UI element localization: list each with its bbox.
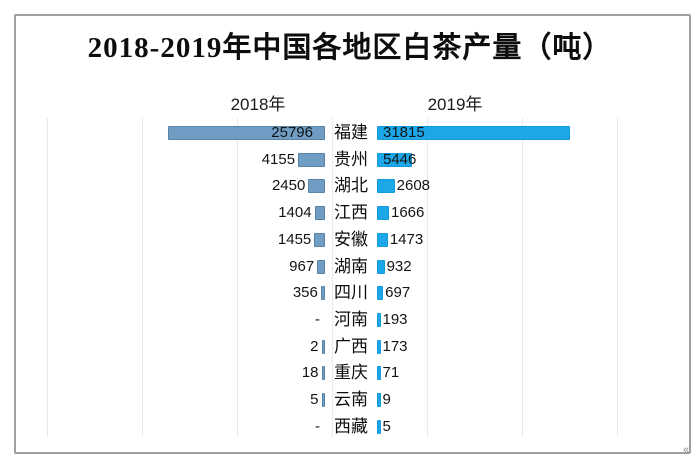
bar-2019-广西 (377, 339, 381, 354)
region-label-广西: 广西 (334, 336, 368, 356)
gridline (142, 118, 143, 437)
region-label-福建: 福建 (334, 123, 368, 142)
bar-2018-湖南 (317, 259, 325, 274)
bar-2019-四川 (377, 286, 384, 301)
chart-row: - 河南 193 (0, 306, 700, 333)
chart-row: 967 湖南 932 (0, 253, 700, 280)
value-label-2018-湖南: 967 (289, 257, 315, 275)
bar-2019-贵州 (377, 152, 412, 167)
chart-row: 2 广西 173 (0, 333, 700, 360)
bar-2019-福建 (377, 126, 570, 140)
bar-2018-云南 (321, 393, 325, 407)
region-label-贵州: 贵州 (334, 149, 368, 169)
region-label-河南: 河南 (334, 309, 368, 329)
value-label-2019-湖南: 932 (386, 257, 412, 275)
chart-row: 1404 江西 1666 (0, 199, 700, 226)
value-label-2018-湖北: 2450 (271, 177, 306, 195)
gridline (522, 118, 523, 437)
bar-2019-江西 (377, 206, 389, 221)
chart-row: 2450 湖北 2608 (0, 172, 700, 199)
value-label-2018-福建: 25796 (271, 124, 313, 141)
value-label-2018-贵州: 4155 (261, 150, 296, 168)
chart-row: 18 重庆 71 (0, 359, 700, 386)
gridline (332, 118, 333, 437)
gridline (427, 118, 428, 437)
region-label-重庆: 重庆 (334, 363, 368, 383)
value-label-2018-安徽: 1455 (277, 230, 312, 248)
value-label-2019-贵州: 5446 (383, 150, 417, 168)
chart-row: 4155 贵州 5446 (0, 146, 700, 173)
value-label-2019-广西: 173 (382, 337, 408, 355)
gridline (47, 118, 48, 437)
chart-row: 5 云南 9 (0, 386, 700, 413)
bar-2019-湖北 (377, 179, 395, 194)
chart-row: - 西藏 5 (0, 413, 700, 440)
value-label-2018-四川: 356 (292, 284, 318, 302)
bar-2019-安徽 (377, 232, 388, 247)
value-label-2019-江西: 1666 (390, 204, 425, 222)
region-label-云南: 云南 (334, 390, 368, 409)
value-label-2018-重庆: 18 (301, 364, 319, 382)
bar-2018-四川 (320, 286, 325, 301)
chart-row: 1455 安徽 1473 (0, 226, 700, 253)
value-label-2019-云南: 9 (382, 391, 391, 408)
region-label-四川: 四川 (334, 283, 368, 303)
value-label-2019-福建: 31815 (383, 124, 425, 141)
value-label-2019-重庆: 71 (382, 364, 400, 382)
bar-2018-江西 (314, 206, 325, 221)
bar-2019-河南 (377, 312, 381, 327)
value-label-2018-西藏: - (315, 417, 320, 435)
region-label-江西: 江西 (334, 203, 368, 223)
value-label-2019-四川: 697 (385, 284, 411, 302)
value-label-2018-广西: 2 (310, 337, 319, 355)
bar-2019-西藏 (377, 419, 381, 434)
series-header-2018: 2018年 (230, 95, 286, 114)
value-label-2018-江西: 1404 (278, 204, 312, 222)
series-header-2019: 2019年 (427, 95, 483, 114)
bar-2018-贵州 (298, 152, 325, 167)
gridline (617, 118, 618, 437)
bar-2018-广西 (321, 339, 325, 354)
gridline (237, 118, 238, 437)
bar-2019-重庆 (377, 366, 381, 381)
chart-title: 2018-2019年中国各地区白茶产量（吨） (87, 32, 613, 64)
region-label-西藏: 西藏 (334, 416, 368, 436)
value-label-2019-湖北: 2608 (396, 177, 431, 195)
corner-watermark-glyph: « (683, 444, 690, 456)
value-label-2019-河南: 193 (382, 310, 408, 328)
value-label-2019-西藏: 5 (382, 417, 391, 435)
bar-2018-湖北 (308, 179, 325, 194)
value-label-2018-云南: 5 (310, 391, 319, 408)
region-label-安徽: 安徽 (334, 229, 368, 249)
bar-2018-安徽 (314, 232, 325, 247)
value-label-2019-安徽: 1473 (389, 230, 424, 248)
bar-2019-湖南 (377, 259, 385, 274)
region-label-湖北: 湖北 (334, 176, 368, 196)
chart-row: 356 四川 697 (0, 279, 700, 306)
region-label-湖南: 湖南 (334, 256, 368, 276)
bar-2019-云南 (377, 393, 381, 407)
bar-2018-福建 (168, 126, 325, 140)
bar-2018-重庆 (321, 366, 325, 381)
value-label-2018-河南: - (315, 310, 320, 328)
chart-row: 25796 福建 31815 (0, 119, 700, 146)
